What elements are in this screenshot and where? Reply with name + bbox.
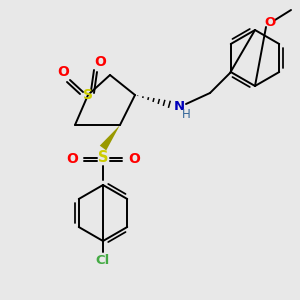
- Text: O: O: [94, 55, 106, 69]
- Text: O: O: [128, 152, 140, 166]
- Text: H: H: [182, 109, 190, 122]
- Text: S: S: [98, 151, 108, 166]
- Text: O: O: [264, 16, 276, 28]
- Text: O: O: [57, 65, 69, 79]
- Polygon shape: [100, 125, 120, 150]
- Text: O: O: [66, 152, 78, 166]
- Text: Cl: Cl: [96, 254, 110, 266]
- Text: N: N: [173, 100, 184, 113]
- Text: S: S: [83, 88, 93, 102]
